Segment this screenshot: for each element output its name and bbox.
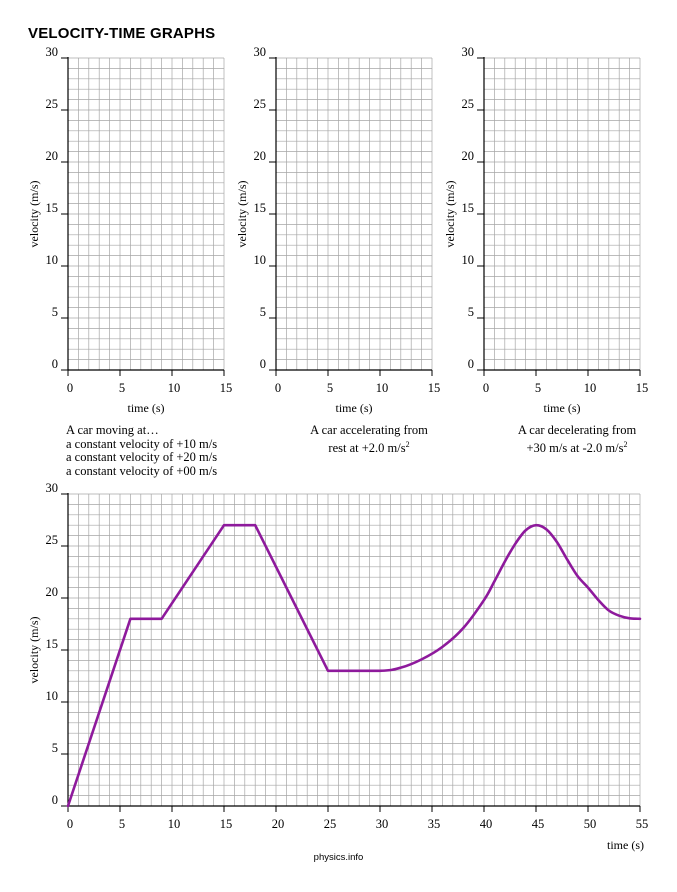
x-tick-label: 15 bbox=[220, 381, 233, 395]
caption-graph-2-line-2: rest at +2.0 m/s2 bbox=[294, 438, 444, 456]
y-tick-label: 20 bbox=[254, 149, 267, 163]
y-axis-title: velocity (m/s) bbox=[27, 181, 41, 248]
x-tick-label: 25 bbox=[324, 817, 337, 831]
y-tick-label: 10 bbox=[254, 253, 267, 267]
caption-graph-1-line-3: a constant velocity of +20 m/s bbox=[66, 450, 218, 464]
x-tick-label: 15 bbox=[636, 381, 649, 395]
x-tick-label: 10 bbox=[168, 817, 181, 831]
y-tick-label: 15 bbox=[46, 201, 59, 215]
caption-graph-1-line-1: A car moving at… bbox=[66, 423, 159, 437]
caption-graph-2-line-1: A car accelerating from bbox=[310, 423, 428, 437]
x-tick-label: 0 bbox=[67, 381, 73, 395]
page-title: VELOCITY-TIME GRAPHS bbox=[28, 25, 216, 42]
x-tick-label: 0 bbox=[67, 817, 73, 831]
x-tick-label: 30 bbox=[376, 817, 389, 831]
y-tick-label: 10 bbox=[462, 253, 475, 267]
y-tick-label: 30 bbox=[254, 45, 267, 59]
caption-graph-3-line-1: A car decelerating from bbox=[517, 423, 637, 437]
y-tick-label: 5 bbox=[52, 741, 58, 755]
x-tick-label: 0 bbox=[483, 381, 489, 395]
x-axis-title: time (s) bbox=[128, 401, 165, 415]
x-tick-label: 15 bbox=[220, 817, 233, 831]
y-axis-title: velocity (m/s) bbox=[27, 617, 41, 684]
x-tick-label: 0 bbox=[275, 381, 281, 395]
y-tick-label: 15 bbox=[254, 201, 267, 215]
footer-credit: physics.info bbox=[313, 852, 364, 863]
x-tick-label: 5 bbox=[119, 381, 125, 395]
y-tick-label: 0 bbox=[260, 357, 266, 371]
x-tick-label: 15 bbox=[428, 381, 441, 395]
chart-main-velocity-time: 0 5 10 15 20 25 30 0 5 10 15 20 25 30 35 40 45 50 55 time (… bbox=[27, 481, 648, 852]
y-tick-label: 0 bbox=[52, 357, 58, 371]
caption-graph-2-superscript: 2 bbox=[405, 439, 410, 449]
y-tick-label: 5 bbox=[260, 305, 266, 319]
x-axis-title: time (s) bbox=[336, 401, 373, 415]
caption-graph-2-line-2-text: rest at +2.0 m/s bbox=[328, 440, 406, 455]
y-tick-label: 0 bbox=[468, 357, 474, 371]
y-tick-label: 15 bbox=[462, 201, 475, 215]
grid bbox=[483, 57, 641, 371]
y-axis-title: velocity (m/s) bbox=[235, 181, 249, 248]
grid bbox=[67, 493, 641, 807]
x-tick-label: 55 bbox=[636, 817, 649, 831]
y-tick-label: 5 bbox=[52, 305, 58, 319]
chart-constant-velocity: 0 5 10 15 20 25 30 0 5 10 15 time (s) velocity (m/s) bbox=[27, 45, 232, 415]
x-tick-label: 40 bbox=[480, 817, 493, 831]
y-tick-label: 25 bbox=[46, 533, 59, 547]
y-tick-label: 20 bbox=[46, 585, 59, 599]
caption-graph-2: A car accelerating from rest at +2.0 m/s… bbox=[294, 423, 444, 456]
y-tick-label: 25 bbox=[254, 97, 267, 111]
y-tick-label: 0 bbox=[52, 793, 58, 807]
x-tick-label: 35 bbox=[428, 817, 441, 831]
x-tick-label: 10 bbox=[168, 381, 181, 395]
caption-graph-3-line-2: +30 m/s at -2.0 m/s2 bbox=[502, 438, 652, 456]
x-tick-label: 10 bbox=[584, 381, 597, 395]
caption-graph-1-line-4: a constant velocity of +00 m/s bbox=[66, 463, 218, 478]
x-tick-label: 45 bbox=[532, 817, 545, 831]
y-tick-label: 25 bbox=[462, 97, 475, 111]
y-tick-label: 30 bbox=[462, 45, 475, 59]
caption-graph-3: A car decelerating from +30 m/s at -2.0 … bbox=[502, 423, 652, 456]
y-tick-label: 15 bbox=[46, 637, 59, 651]
caption-graph-3-line-2-text: +30 m/s at -2.0 m/s bbox=[526, 440, 624, 455]
caption-graph-1: A car moving at… a constant velocity of … bbox=[66, 423, 218, 478]
chart-decelerating: 0 5 10 15 20 25 30 0 5 10 15 time (s) velocity (m/s) bbox=[443, 45, 648, 415]
x-axis-title: time (s) bbox=[607, 838, 644, 852]
x-tick-label: 5 bbox=[327, 381, 333, 395]
grid bbox=[275, 57, 433, 371]
x-tick-label: 20 bbox=[272, 817, 285, 831]
velocity-series-line bbox=[66, 523, 642, 808]
chart-accelerating-from-rest: 0 5 10 15 20 25 30 0 5 10 15 time (s) velocity (m/s) bbox=[235, 45, 440, 415]
y-tick-label: 25 bbox=[46, 97, 59, 111]
y-tick-label: 30 bbox=[46, 481, 59, 495]
y-tick-label: 20 bbox=[46, 149, 59, 163]
x-axis-title: time (s) bbox=[544, 401, 581, 415]
y-tick-label: 5 bbox=[468, 305, 474, 319]
y-tick-label: 20 bbox=[462, 149, 475, 163]
y-tick-label: 10 bbox=[46, 689, 59, 703]
x-tick-label: 5 bbox=[119, 817, 125, 831]
grid bbox=[67, 57, 225, 371]
y-tick-label: 10 bbox=[46, 253, 59, 267]
x-tick-label: 10 bbox=[376, 381, 389, 395]
x-tick-label: 50 bbox=[584, 817, 597, 831]
x-tick-label: 5 bbox=[535, 381, 541, 395]
caption-graph-1-line-2: a constant velocity of +10 m/s bbox=[66, 436, 218, 451]
y-axis-title: velocity (m/s) bbox=[443, 181, 457, 248]
caption-graph-3-superscript: 2 bbox=[623, 439, 628, 449]
y-tick-label: 30 bbox=[46, 45, 59, 59]
